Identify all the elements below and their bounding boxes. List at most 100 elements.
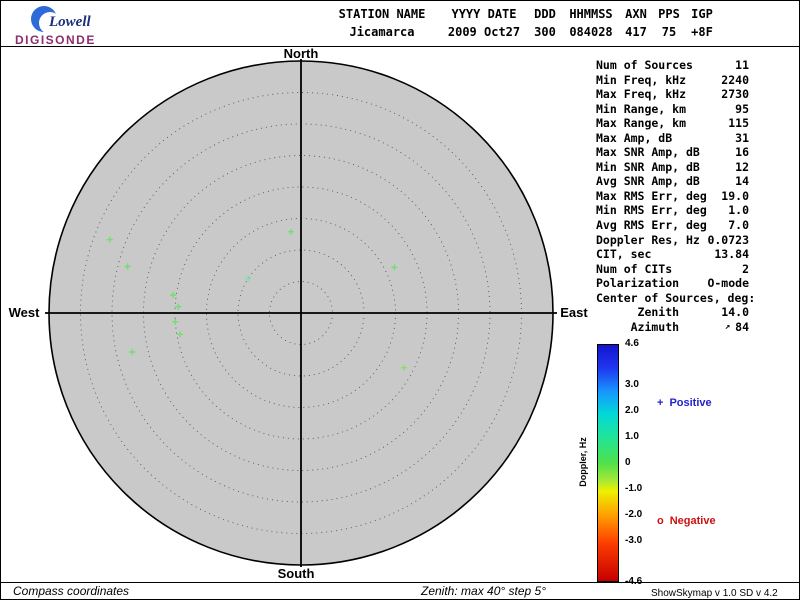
- plus-marker-icon: +: [657, 397, 664, 409]
- stat-row: Min Range, km 95: [596, 102, 749, 117]
- compass-label-south: South: [277, 566, 315, 581]
- header-field-label: DDD: [534, 7, 556, 21]
- stat-right: 2: [742, 262, 749, 277]
- colorbar-tick-label: 4.6: [625, 338, 639, 349]
- header-field-value: 300: [534, 25, 556, 39]
- stat-label: Polarization: [596, 276, 680, 291]
- stat-label: Min RMS Err, deg: [596, 203, 707, 218]
- version-label: ShowSkymap v 1.0 SD v 4.2: [651, 588, 778, 599]
- stat-right: 1.0: [728, 203, 749, 218]
- header-table: STATION NAME YYYY DATE DDD HHMMSS AXN PPS IGP …: [327, 7, 715, 43]
- stat-label: Zenith: [596, 305, 680, 320]
- stat-value: 0.0723: [707, 232, 749, 247]
- stat-right: 2730: [721, 87, 749, 102]
- header-field-label: HHMMSS: [569, 7, 613, 21]
- source-point: [400, 364, 407, 371]
- stat-right: 12: [735, 160, 749, 175]
- stat-value: 2240: [721, 72, 749, 87]
- stat-label: Center of Sources, deg:: [596, 290, 756, 305]
- stat-row: Polarization O-mode: [596, 276, 749, 291]
- source-point: [288, 228, 294, 235]
- header-field-value: 75: [661, 25, 677, 39]
- circle-marker-icon: o: [657, 515, 664, 527]
- header-field-value: +8F: [691, 25, 713, 39]
- stat-row: CIT, sec 13.84: [596, 247, 749, 262]
- stat-right: 2240: [721, 73, 749, 88]
- stat-value: 16: [735, 145, 749, 160]
- source-point: [129, 349, 136, 355]
- stat-value: 2730: [721, 87, 749, 102]
- stat-value: 14.0: [721, 305, 749, 320]
- azimuth-direction-icon: ↗: [724, 321, 731, 332]
- stat-label: Min SNR Amp, dB: [596, 159, 700, 174]
- stat-label: Max Freq, kHz: [596, 87, 687, 102]
- stat-right: 19.0: [721, 189, 749, 204]
- stat-value: 2: [742, 261, 749, 276]
- stat-value: 31: [735, 130, 749, 145]
- stat-right: ↗ 84: [725, 320, 749, 335]
- legend-negative: o Negative: [657, 515, 716, 527]
- stat-right: 115: [728, 116, 749, 131]
- header-field-label: AXN: [625, 7, 647, 21]
- stat-label: Max Range, km: [596, 116, 687, 131]
- lowell-digisonde-logo: Lowell DIGISONDE: [9, 5, 159, 47]
- stat-value: 11: [735, 58, 749, 72]
- colorbar-tick-label: -4.6: [625, 576, 642, 588]
- source-point: [177, 331, 183, 338]
- colorbar-tick-label: -1.0: [625, 482, 643, 494]
- header-values-row: Jicamarca 2009 Oct27 300 084028 417 75 +8F: [327, 25, 715, 43]
- colorbar-tick-label: 0: [625, 457, 631, 468]
- stat-row: Min SNR Amp, dB 12: [596, 160, 749, 175]
- source-point: [124, 263, 131, 270]
- stat-right: 31: [735, 131, 749, 146]
- header-field-label: PPS: [658, 7, 680, 21]
- footer-divider: [1, 582, 799, 583]
- colorbar-tick-label: -2.0: [625, 508, 643, 520]
- colorbar-tick-label: 1.0: [625, 431, 639, 443]
- stat-row: Avg SNR Amp, dB 14: [596, 174, 749, 189]
- stat-value: 14: [735, 174, 749, 189]
- stat-value: O-mode: [707, 276, 749, 291]
- stat-row: Min Freq, kHz 2240: [596, 73, 749, 88]
- source-point: [106, 236, 113, 243]
- legend-negative-label: Negative: [669, 515, 716, 527]
- header-field-value: 2009 Oct27: [447, 25, 521, 39]
- stat-row: Num of CITs 2: [596, 262, 749, 277]
- colorbar-tick-label: 2.0: [625, 405, 639, 417]
- source-point: [391, 264, 398, 271]
- zenith-range-label: Zenith: max 40° step 5°: [421, 584, 546, 598]
- stat-row: Max SNR Amp, dB 16: [596, 145, 749, 160]
- stat-value: 1.0: [728, 203, 749, 218]
- logo-product-name: DIGISONDE: [15, 33, 96, 47]
- stat-value: 95: [735, 101, 749, 116]
- stat-right: 14: [735, 174, 749, 189]
- colorbar-title: Doppler, Hz: [578, 437, 588, 487]
- colorbar: [597, 344, 619, 582]
- stat-label: Max RMS Err, deg: [596, 188, 707, 203]
- colorbar-tick-label: 3.0: [625, 379, 639, 391]
- legend-positive: + Positive: [657, 397, 712, 409]
- stat-row: Center of Sources, deg:: [596, 291, 755, 306]
- skymap-plot: [45, 59, 557, 567]
- stat-right: 16: [735, 145, 749, 160]
- source-point: [175, 303, 182, 310]
- compass-label-north: North: [283, 46, 319, 61]
- stat-label: CIT, sec: [596, 247, 652, 262]
- stat-right: O-mode: [707, 276, 749, 291]
- stat-row: Max RMS Err, deg 19.0: [596, 189, 749, 204]
- stat-value: 115: [728, 116, 749, 131]
- stat-value: 19.0: [721, 188, 749, 203]
- legend-positive-label: Positive: [669, 397, 712, 409]
- header-field-label: STATION NAME: [338, 7, 426, 21]
- stat-label: Num of Sources: [596, 58, 693, 72]
- stat-row: Avg RMS Err, deg 7.0: [596, 218, 749, 233]
- header-divider: [1, 46, 799, 47]
- stats-panel: Num of Sources 11 Min Freq, kHz 2240 Max Fre…: [596, 58, 755, 335]
- stat-row: Max Freq, kHz 2730: [596, 87, 749, 102]
- stat-label: Max Amp, dB: [596, 130, 673, 145]
- stat-label: Min Range, km: [596, 101, 687, 116]
- stat-row: Doppler Res, Hz 0.0723: [596, 233, 749, 248]
- stat-right: 0.0723: [707, 233, 749, 248]
- stat-value: 84: [735, 319, 749, 334]
